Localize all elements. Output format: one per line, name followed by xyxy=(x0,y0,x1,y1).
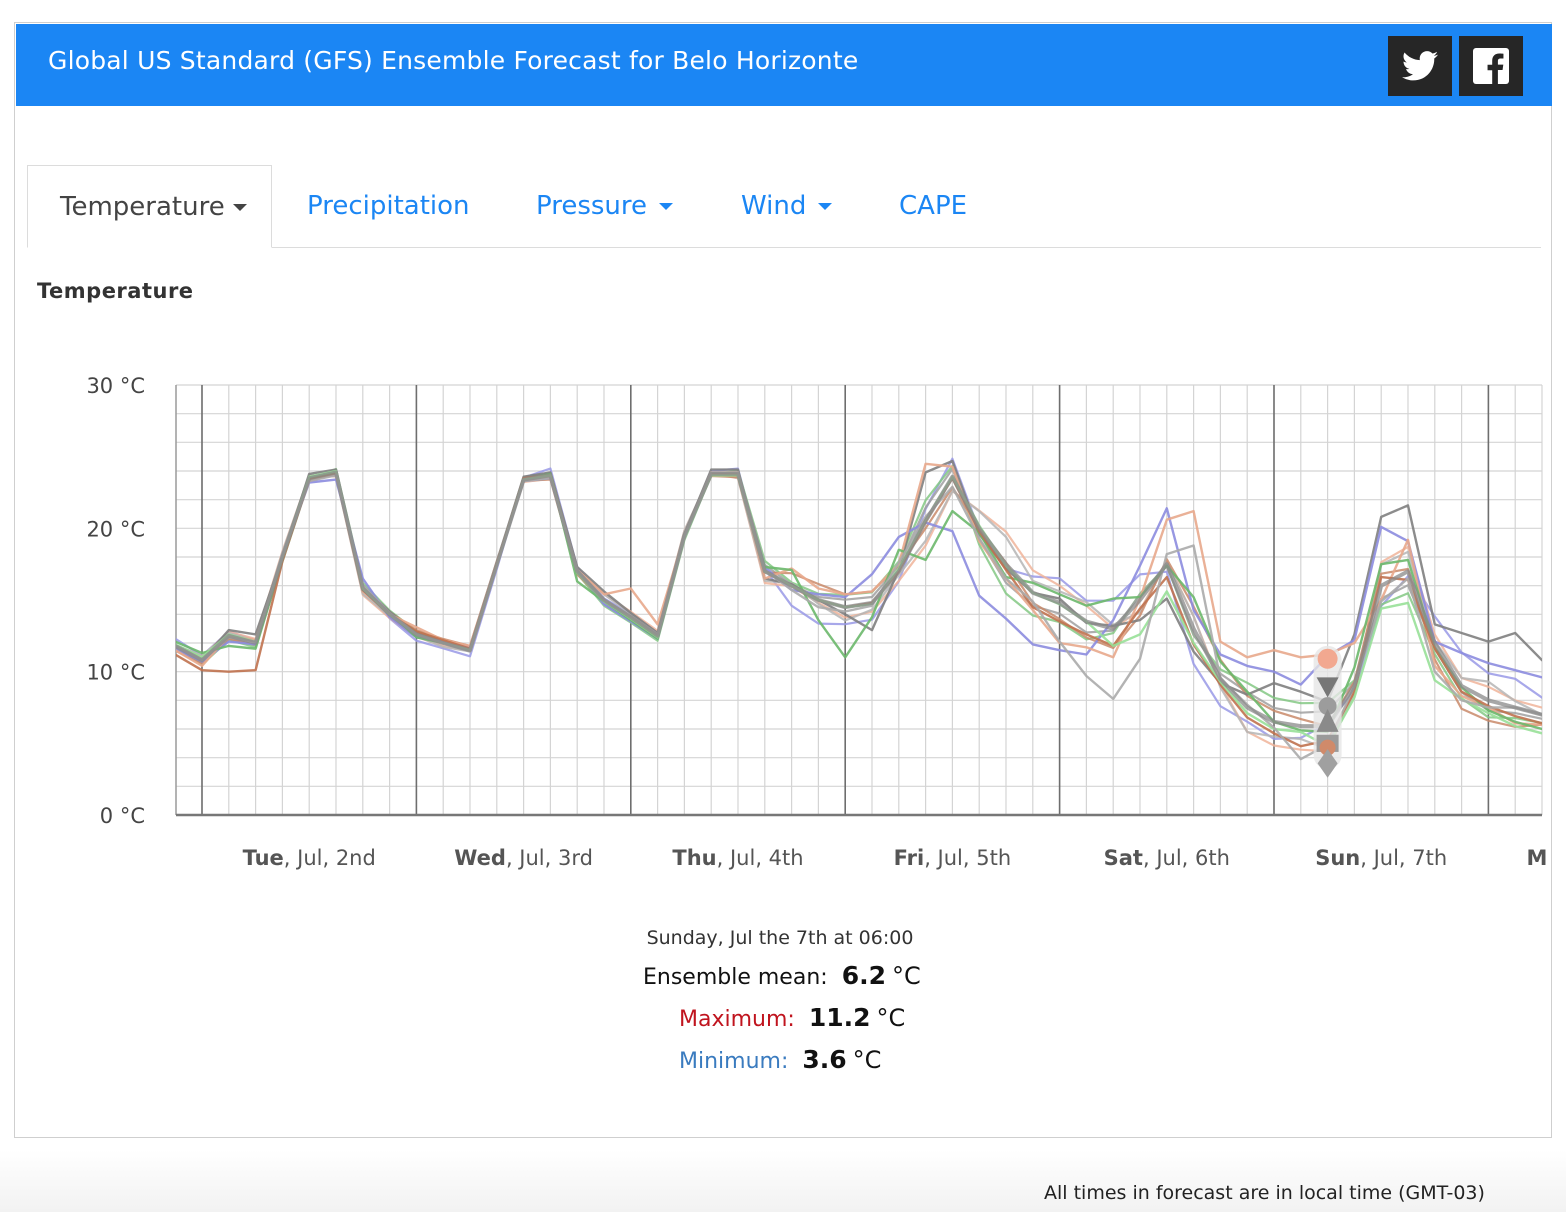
x-day-label: Sat, Jul, 6th xyxy=(1104,846,1230,870)
forecast-card: Global US Standard (GFS) Ensemble Foreca… xyxy=(14,22,1552,1138)
x-day-label: Tue, Jul, 2nd xyxy=(243,846,376,870)
chevron-down-icon xyxy=(232,204,247,211)
tooltip-max-value: 11.2 xyxy=(808,1003,871,1032)
temperature-chart[interactable]: 30 °C 20 °C 10 °C 0 °C Tue, Jul, 2nd Wed, Jul… xyxy=(15,23,1551,1023)
x-day-label: Fri, Jul, 5th xyxy=(894,846,1012,870)
chevron-down-icon xyxy=(818,203,833,210)
tab-precipitation[interactable]: Precipitation xyxy=(307,165,470,247)
y-tick-label: 10 °C xyxy=(86,661,145,685)
tooltip-mean-row: Ensemble mean: 6.2 °C xyxy=(643,961,921,990)
y-tick-label: 0 °C xyxy=(100,804,145,828)
tab-precipitation-label: Precipitation xyxy=(307,191,470,221)
y-tick-label: 20 °C xyxy=(86,517,145,541)
tooltip-min-value: 3.6 xyxy=(802,1045,847,1074)
x-day-label: M xyxy=(1527,846,1548,870)
twitter-share-button[interactable] xyxy=(1388,36,1452,96)
x-day-label: Sun, Jul, 7th xyxy=(1315,846,1447,870)
tab-wind[interactable]: Wind xyxy=(741,165,833,247)
tooltip-max-unit: °C xyxy=(876,1004,906,1032)
x-day-label: Thu, Jul, 4th xyxy=(672,846,803,870)
timezone-footnote: All times in forecast are in local time … xyxy=(1044,1182,1485,1204)
tooltip-mean-label: Ensemble mean: xyxy=(643,965,828,990)
tab-temperature-label: Temperature xyxy=(60,192,225,222)
marker-diamond xyxy=(1317,749,1338,778)
section-title: Temperature xyxy=(37,279,194,303)
forecast-title: Global US Standard (GFS) Ensemble Foreca… xyxy=(48,46,859,75)
y-tick-label: 30 °C xyxy=(86,374,145,398)
marker-triangle-up xyxy=(1316,708,1339,732)
footer-band xyxy=(0,1150,1566,1212)
tab-cape[interactable]: CAPE xyxy=(899,165,967,247)
tooltip-date: Sunday, Jul the 7th at 06:00 xyxy=(646,927,914,949)
marker-circle xyxy=(1318,697,1337,716)
tooltip-mean-value: 6.2 xyxy=(841,961,886,990)
facebook-icon xyxy=(1473,48,1509,84)
tab-temperature[interactable]: Temperature xyxy=(27,165,272,248)
tooltip-mean-unit: °C xyxy=(891,962,921,990)
facebook-share-button[interactable] xyxy=(1459,36,1523,96)
tab-pressure-label: Pressure xyxy=(536,191,648,221)
chevron-down-icon xyxy=(659,203,674,210)
tooltip-max-label: Maximum: xyxy=(679,1007,795,1032)
tooltip-min-unit: °C xyxy=(852,1046,882,1074)
marker-circle xyxy=(1317,648,1338,669)
marker-triangle-down xyxy=(1316,677,1339,698)
tooltip-min-label: Minimum: xyxy=(679,1049,789,1074)
tooltip-max-row: Maximum: 11.2 °C xyxy=(679,1003,905,1032)
tab-cape-label: CAPE xyxy=(899,191,968,221)
marker-circle xyxy=(1319,739,1336,756)
tab-pressure[interactable]: Pressure xyxy=(536,165,674,247)
tooltip-min-row: Minimum: 3.6 °C xyxy=(679,1045,881,1074)
x-day-label: Wed, Jul, 3rd xyxy=(454,846,593,870)
forecast-header: Global US Standard (GFS) Ensemble Foreca… xyxy=(16,24,1552,106)
tab-wind-label: Wind xyxy=(741,191,807,221)
twitter-icon xyxy=(1402,51,1438,81)
tab-bar: Temperature Precipitation Pressure Wind … xyxy=(27,165,1541,248)
